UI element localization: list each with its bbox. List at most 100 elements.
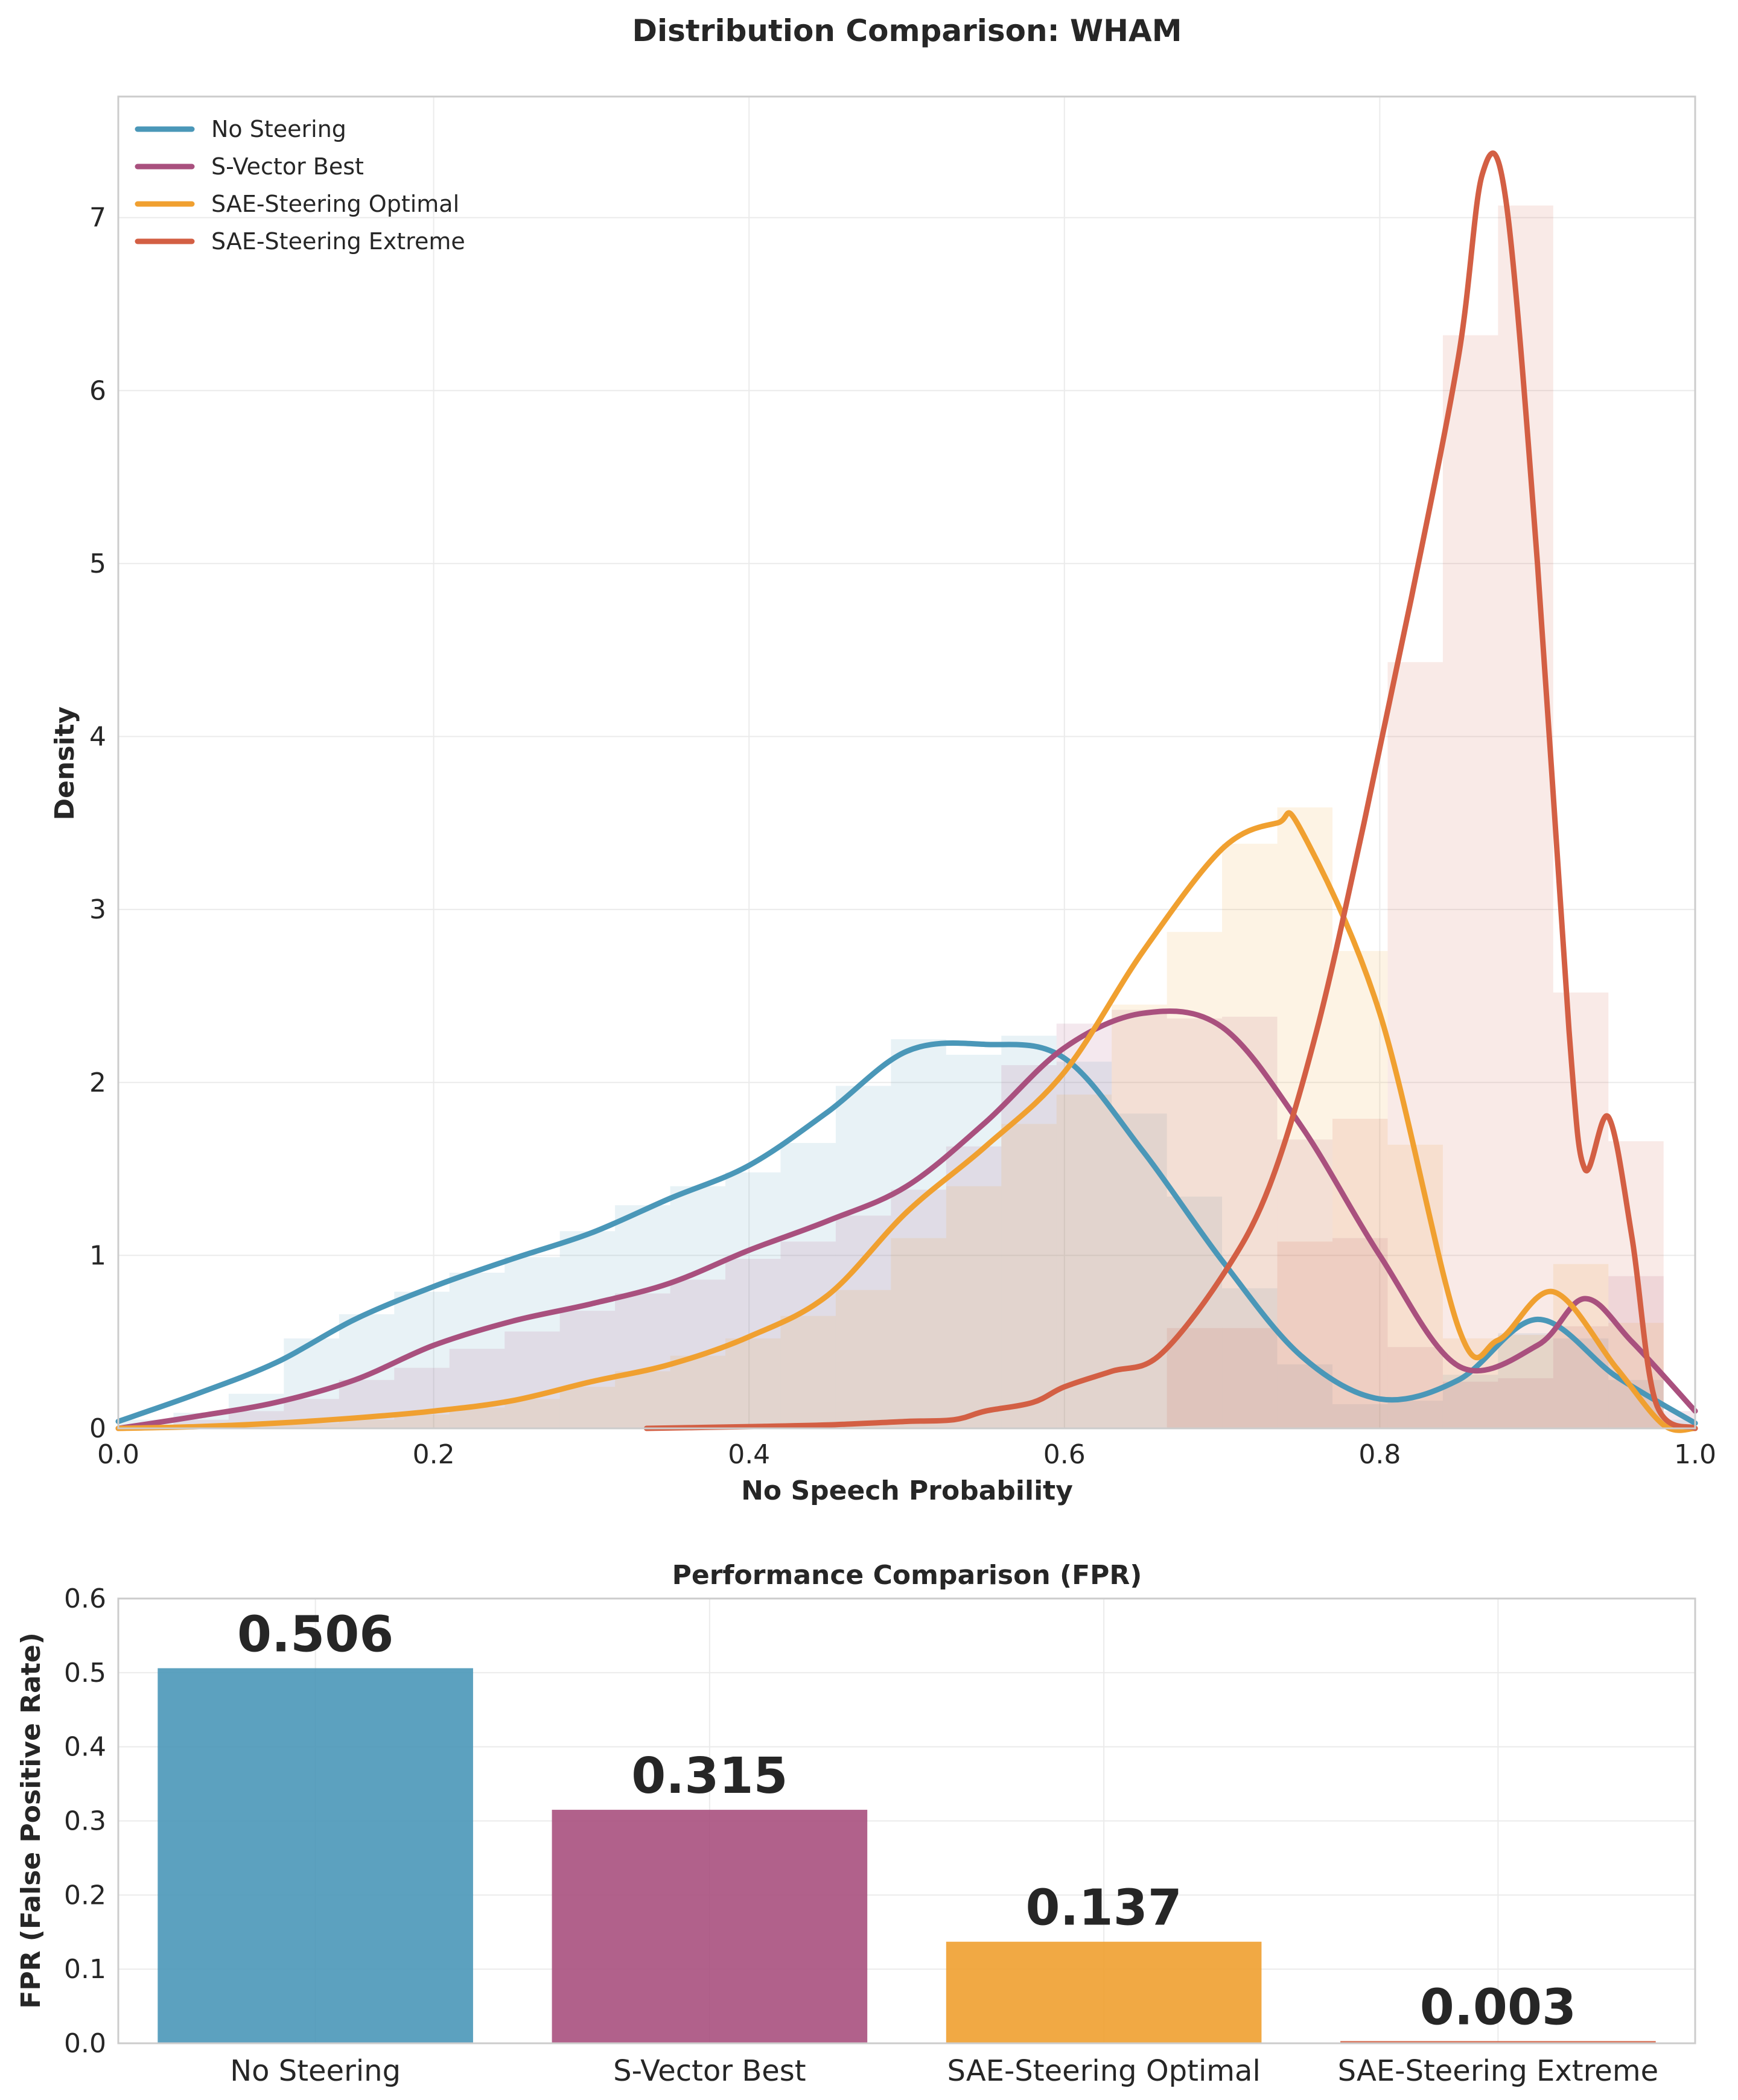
hist-bin-sae-steering-optimal bbox=[449, 1407, 505, 1428]
fpr-y-tick-label: 0.4 bbox=[64, 1732, 106, 1763]
hist-bin-s-vector-best bbox=[394, 1367, 450, 1428]
density-x-tick-label: 0.4 bbox=[728, 1439, 770, 1470]
bar-s-vector-best bbox=[552, 1810, 868, 2043]
hist-bin-s-vector-best bbox=[449, 1349, 505, 1428]
density-x-tick-label: 0.0 bbox=[97, 1439, 139, 1470]
hist-bin-s-vector-best bbox=[835, 1215, 891, 1428]
hist-bin-no-steering bbox=[1056, 1061, 1112, 1428]
hist-bin-sae-steering-optimal bbox=[394, 1414, 450, 1428]
density-y-tick-label: 2 bbox=[89, 1068, 106, 1098]
hist-bin-sae-steering-extreme bbox=[1167, 1328, 1223, 1428]
legend-label-no-steering: No Steering bbox=[211, 116, 346, 142]
hist-bin-sae-steering-extreme bbox=[1332, 1118, 1388, 1428]
density-y-ticks: 0 1 2 3 4 5 6 7 bbox=[89, 203, 106, 1444]
hist-bin-no-steering bbox=[725, 1172, 781, 1428]
fpr-bars bbox=[158, 1668, 1656, 2043]
kde-line-s-vector-best bbox=[115, 1008, 1698, 1431]
fpr-value-labels: 0.506 0.315 0.137 0.003 bbox=[237, 1606, 1576, 2036]
hist-bin-sae-steering-optimal bbox=[725, 1338, 781, 1428]
hist-bin-sae-steering-optimal bbox=[505, 1399, 560, 1428]
kde-line-sae-steering-extreme bbox=[643, 150, 1698, 1431]
bar-no-steering bbox=[158, 1668, 473, 2043]
fpr-y-axis-label: FPR (False Positive Rate) bbox=[16, 1632, 46, 2008]
hist-bin-no-steering bbox=[339, 1314, 395, 1428]
hist-bin-s-vector-best bbox=[946, 1146, 1002, 1428]
hist-bin-sae-steering-optimal bbox=[891, 1238, 946, 1428]
density-y-tick-label: 7 bbox=[89, 203, 106, 234]
hist-bin-no-steering bbox=[559, 1231, 616, 1428]
fpr-y-tick-label: 0.3 bbox=[64, 1806, 106, 1837]
kde-line-sae-steering-optimal bbox=[115, 810, 1698, 1433]
hist-bin-sae-steering-optimal bbox=[559, 1387, 616, 1428]
fpr-y-tick-label: 0.5 bbox=[64, 1658, 106, 1688]
hist-bin-s-vector-best bbox=[559, 1311, 616, 1428]
hist-bin-sae-steering-extreme bbox=[1553, 992, 1609, 1428]
density-y-tick-label: 0 bbox=[89, 1413, 106, 1444]
fpr-y-ticks: 0.0 0.1 0.2 0.3 0.4 0.5 0.6 bbox=[64, 1583, 106, 2059]
fpr-x-ticks: No Steering S-Vector Best SAE-Steering Opt… bbox=[230, 2054, 1658, 2088]
bar-value-label-no-steering: 0.506 bbox=[237, 1606, 393, 1663]
hist-bin-sae-steering-optimal bbox=[1222, 844, 1278, 1428]
density-y-tick-label: 4 bbox=[89, 722, 106, 752]
density-x-axis-label: No Speech Probability bbox=[741, 1475, 1073, 1506]
density-x-tick-label: 1.0 bbox=[1674, 1439, 1716, 1470]
density-y-tick-label: 6 bbox=[89, 375, 106, 406]
legend-label-s-vector-best: S-Vector Best bbox=[211, 153, 364, 180]
hist-bin-s-vector-best bbox=[780, 1241, 836, 1428]
legend-label-sae-steering-optimal: SAE-Steering Optimal bbox=[211, 191, 459, 217]
hist-bin-sae-steering-optimal bbox=[780, 1316, 836, 1428]
hist-bin-sae-steering-extreme bbox=[1442, 335, 1498, 1428]
hist-bin-s-vector-best bbox=[1056, 1023, 1112, 1428]
hist-bin-s-vector-best bbox=[1277, 1139, 1333, 1428]
hist-bin-no-steering bbox=[891, 1039, 946, 1428]
density-y-tick-label: 3 bbox=[89, 894, 106, 925]
fpr-x-tick-label-s-vector-best: S-Vector Best bbox=[613, 2054, 806, 2088]
bar-sae-steering-optimal bbox=[946, 1941, 1262, 2043]
hist-bin-no-steering bbox=[1387, 1401, 1443, 1428]
bar-sae-steering-extreme bbox=[1340, 2041, 1656, 2043]
hist-bin-s-vector-best bbox=[1222, 1016, 1278, 1428]
hist-bin-sae-steering-extreme bbox=[1277, 1241, 1333, 1428]
bar-value-label-sae-steering-extreme: 0.003 bbox=[1420, 1979, 1576, 2036]
fpr-plot-frame bbox=[117, 1597, 1696, 2044]
density-curves bbox=[115, 150, 1698, 1433]
hist-bin-sae-steering-optimal bbox=[1001, 1124, 1057, 1428]
density-chart-title: Distribution Comparison: WHAM bbox=[632, 13, 1182, 48]
density-y-tick-label: 1 bbox=[89, 1240, 106, 1271]
fpr-chart-title: Performance Comparison (FPR) bbox=[672, 1560, 1142, 1591]
hist-bin-s-vector-best bbox=[891, 1189, 946, 1428]
density-x-tick-label: 0.6 bbox=[1043, 1439, 1086, 1470]
hist-bin-sae-steering-optimal bbox=[946, 1186, 1002, 1428]
fpr-y-tick-label: 0.6 bbox=[64, 1583, 106, 1614]
fpr-x-tick-label-sae-steering-optimal: SAE-Steering Optimal bbox=[947, 2054, 1260, 2088]
kde-line-no-steering bbox=[115, 1040, 1698, 1426]
hist-bin-sae-steering-optimal bbox=[1277, 807, 1333, 1428]
hist-bin-no-steering bbox=[1222, 1288, 1278, 1428]
density-plot-frame bbox=[117, 95, 1696, 1430]
density-grid bbox=[118, 97, 1696, 1429]
hist-bin-sae-steering-extreme bbox=[1222, 1328, 1278, 1428]
fpr-x-tick-label-sae-steering-extreme: SAE-Steering Extreme bbox=[1338, 2054, 1658, 2088]
hist-bin-s-vector-best bbox=[1442, 1381, 1498, 1428]
hist-bin-no-steering bbox=[1332, 1404, 1388, 1428]
hist-bin-s-vector-best bbox=[615, 1293, 670, 1428]
fpr-y-tick-label: 0.2 bbox=[64, 1880, 106, 1911]
density-legend: No Steering S-Vector Best SAE-Steering Opt… bbox=[135, 116, 465, 255]
fpr-y-tick-label: 0.0 bbox=[64, 2028, 106, 2059]
density-y-axis-label: Density bbox=[49, 707, 80, 821]
hist-bin-s-vector-best bbox=[1498, 1378, 1553, 1428]
hist-bin-sae-steering-optimal bbox=[339, 1419, 395, 1428]
hist-bin-no-steering bbox=[1553, 1338, 1609, 1428]
bar-value-label-s-vector-best: 0.315 bbox=[631, 1748, 788, 1805]
hist-bin-no-steering bbox=[1112, 1113, 1167, 1428]
density-x-tick-label: 0.2 bbox=[413, 1439, 455, 1470]
density-x-tick-label: 0.8 bbox=[1358, 1439, 1401, 1470]
hist-bin-s-vector-best bbox=[1387, 1347, 1443, 1428]
hist-bin-sae-steering-optimal bbox=[835, 1290, 891, 1428]
hist-bin-no-steering bbox=[670, 1186, 726, 1428]
legend-label-sae-steering-extreme: SAE-Steering Extreme bbox=[211, 228, 465, 255]
density-x-ticks: 0.0 0.2 0.4 0.6 0.8 1.0 bbox=[97, 1439, 1716, 1470]
hist-bin-s-vector-best bbox=[505, 1331, 560, 1428]
hist-bin-no-steering bbox=[780, 1143, 836, 1428]
